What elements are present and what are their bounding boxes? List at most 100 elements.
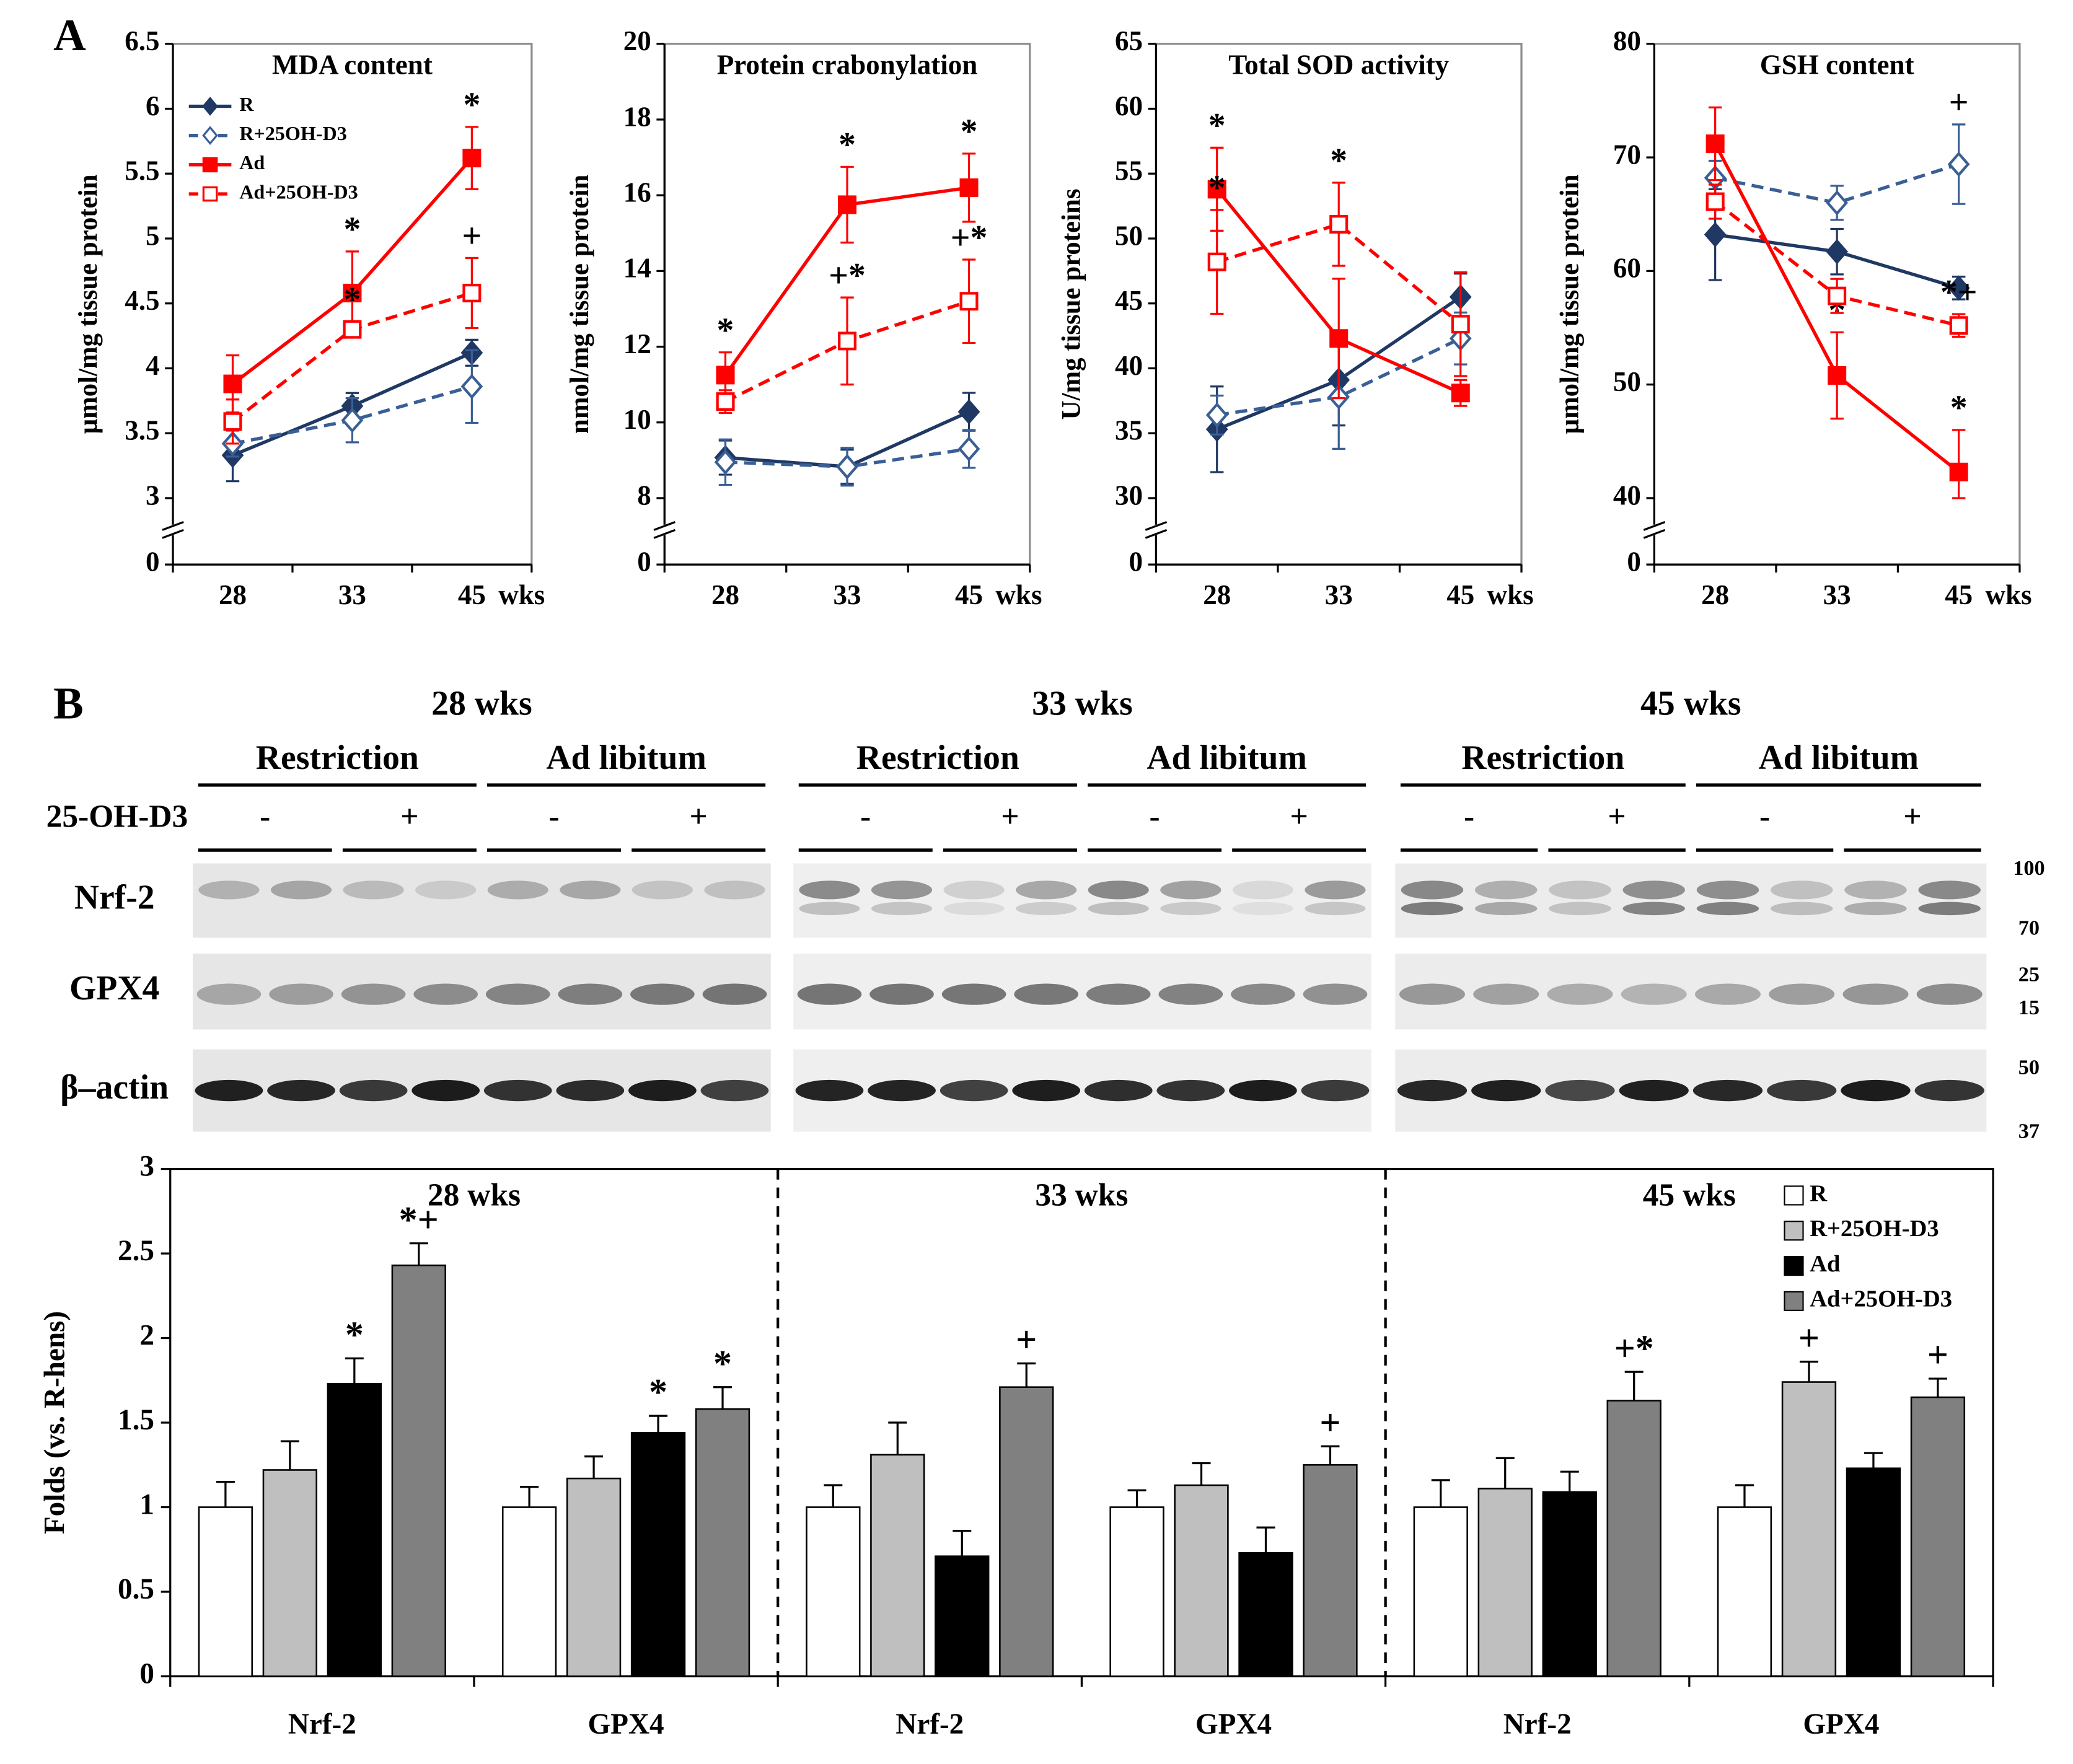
blot-row-label: GPX4 [69,969,159,1007]
axis-break [653,521,676,531]
x-tick-label: GPX4 [1803,1708,1879,1740]
diet-label: Ad libitum [546,739,706,777]
molecular-weight: 37 [2018,1120,2040,1143]
y-tick-label: 40 [1115,350,1143,381]
y-tick-label: 5 [146,220,160,251]
y-tick-label: 12 [623,328,651,359]
legend-marker [202,157,218,173]
error-bar [1799,1361,1818,1382]
blot-band [1303,983,1368,1005]
blot-band [700,1079,769,1102]
blot-band [415,880,477,900]
significance-label: + [1016,1319,1037,1360]
point [341,407,364,433]
blot-band [630,983,695,1005]
point [1947,275,1970,301]
group-label: 33 wks [1035,1178,1128,1213]
treatment-sign: - [1464,799,1474,835]
x-axis-label: wks [498,579,545,610]
point [1826,239,1849,265]
blot-strip [793,863,1371,938]
legend-swatch [1784,1185,1804,1206]
significance-label: * [1208,107,1226,145]
y-tick-label: 35 [1115,415,1143,446]
treatment-sign: - [1759,799,1770,835]
blot-band [1619,1079,1689,1102]
blot-band [343,880,404,900]
point [837,195,857,214]
blot-band [558,983,623,1005]
series-line [1216,222,1462,326]
legend-marker [202,97,218,116]
group-label: 28 wks [428,1178,521,1213]
blot-row-label: Nrf-2 [74,878,155,916]
error-bar [345,1357,364,1384]
blot-band [1914,1079,1984,1102]
point [223,374,242,393]
blot-band [1014,983,1078,1005]
y-tick-label: 50 [1115,220,1143,251]
panel-label: B [53,678,84,728]
point [716,366,735,385]
blot-band [1549,902,1611,916]
axis-break [162,521,184,531]
blot-band [196,983,262,1005]
bar [870,1454,925,1677]
point [462,149,482,168]
error-bar [584,1455,604,1479]
significance-label: + [462,217,482,255]
blot-band [1401,880,1464,900]
y-tick-label: 0 [637,546,651,577]
y-tick-label: 10 [623,404,651,435]
blot-band [1232,902,1293,916]
chart-title: Total SOD activity [1228,50,1449,81]
bar [999,1386,1054,1677]
bar [1303,1463,1358,1677]
bar [1413,1506,1468,1677]
x-axis-label: wks [1986,579,2032,610]
bar [1174,1484,1229,1677]
blot-band [1231,983,1295,1005]
blot-band [198,880,260,900]
y-tick-label: 6 [146,90,160,121]
significance-label: +* [1614,1328,1654,1369]
blot-band [1622,902,1685,916]
point [1828,286,1847,305]
legend-label: Ad+25OH-D3 [239,180,358,203]
blot-band [1397,1079,1468,1102]
molecular-weight: 100 [2013,856,2044,880]
error-bar [216,1480,235,1507]
x-axis-label: wks [995,579,1042,610]
x-tick-label: 28 [1203,579,1231,610]
error-bar [953,1530,972,1556]
blot-band [1621,983,1687,1005]
blot-band [560,880,621,900]
treatment-sign: + [1903,799,1921,835]
treatment-sign: + [1290,799,1308,835]
legend-swatch [1784,1255,1804,1276]
y-tick-label: 20 [623,25,651,56]
blot-band [1473,983,1539,1005]
error-bar [1624,1371,1644,1401]
y-axis-label: U/mg tissue proteins [1057,188,1086,419]
bar [391,1264,446,1677]
bar [566,1477,622,1677]
point [460,374,483,400]
treatment-sign: - [548,799,559,835]
x-tick-label: 28 [1701,579,1729,610]
blot-band [1622,880,1685,900]
legend-label: R+25OH-D3 [239,122,347,144]
diet-label: Ad libitum [1147,739,1307,777]
blot-band [795,1079,864,1102]
blot-band [270,880,332,900]
chart-title: GSH content [1760,50,1914,81]
significance-label: * [345,1314,364,1355]
bar [1781,1381,1837,1677]
y-tick-label: 3.5 [125,415,159,446]
blot-band [1547,983,1613,1005]
y-tick-label: 30 [1115,480,1143,511]
significance-label: * [961,113,978,151]
y-tick-label: 50 [1613,366,1641,397]
blot-band [1229,1079,1297,1102]
legend-marker [202,157,218,173]
